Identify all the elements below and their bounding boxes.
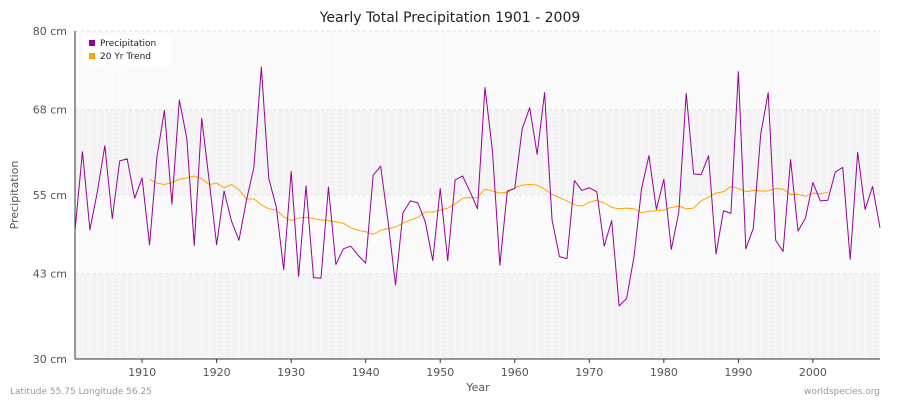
x-tick-label: 1950 [426,366,454,379]
legend-label: 20 Yr Trend [100,52,151,62]
x-tick-label: 1930 [277,366,305,379]
legend-swatch [89,40,95,46]
y-tick-label: 30 cm [33,353,67,366]
series-line-20-yr-trend [149,175,828,235]
legend-box [82,35,172,65]
x-tick-label: 1960 [501,366,529,379]
series-line-precipitation [74,66,881,307]
y-tick-label: 80 cm [33,25,67,38]
x-tick-label: 1980 [650,366,678,379]
footer-coordinates: Latitude 55.75 Longitude 56.25 [10,387,152,397]
legend: Precipitation 20 Yr Trend [82,35,172,65]
legend-swatch [89,53,95,59]
x-tick-label: 1970 [575,366,603,379]
chart-title: Yearly Total Precipitation 1901 - 2009 [319,10,581,26]
plot-band [75,31,880,110]
x-tick-label: 1940 [352,366,380,379]
x-tick-label: 2000 [799,366,827,379]
x-tick-label: 1920 [203,366,231,379]
footer-source: worldspecies.org [804,387,880,397]
x-tick-label: 1990 [724,366,752,379]
x-tick-label: 1910 [128,366,156,379]
y-tick-label: 43 cm [33,268,67,281]
plot-area: 30 cm 43 cm 55 cm 68 cm 80 cm 1910 1920 1930 194… [33,25,881,379]
x-axis-label: Year [465,381,490,394]
legend-label: Precipitation [100,39,156,49]
y-tick-label: 55 cm [33,189,67,202]
y-axis-label: Precipitation [8,161,21,230]
y-tick-label: 68 cm [33,104,67,117]
